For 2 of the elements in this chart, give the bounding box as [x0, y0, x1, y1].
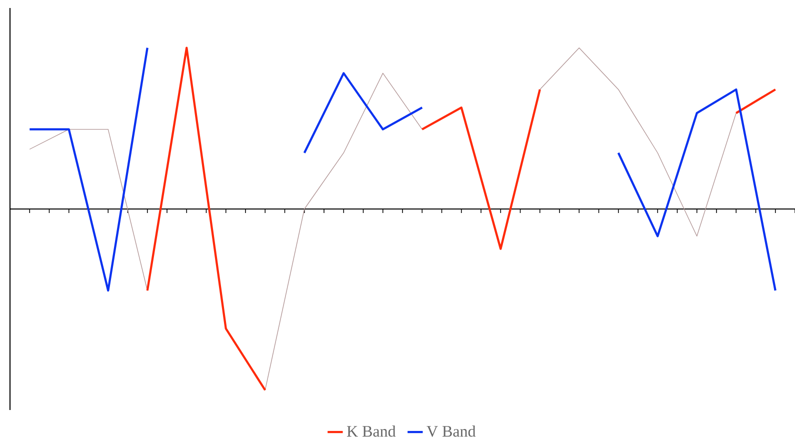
legend-label: K Band [346, 425, 396, 437]
legend-label: V Band [426, 425, 476, 437]
